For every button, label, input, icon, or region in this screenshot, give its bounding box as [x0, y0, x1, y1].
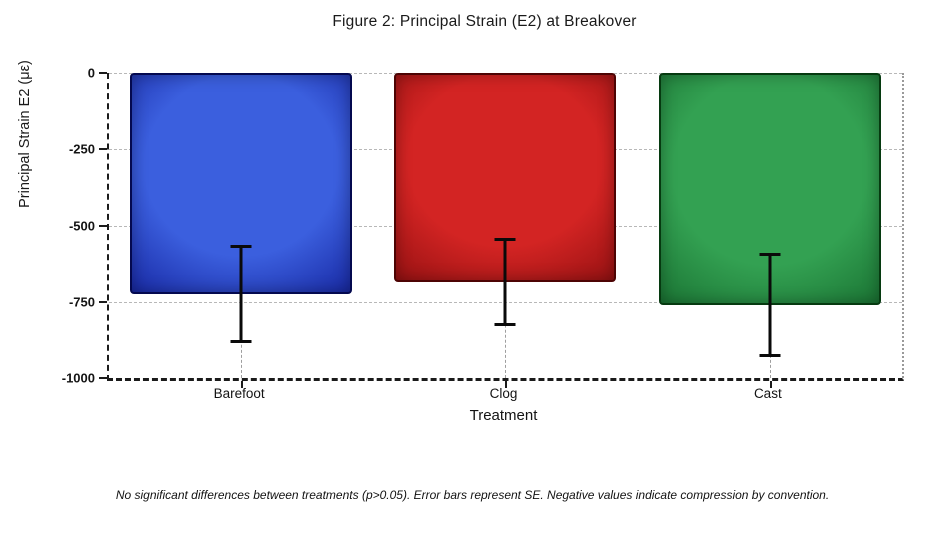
error-bar-bottom-cap [230, 339, 252, 343]
slot-cast [638, 73, 902, 388]
chart-title: Figure 2: Principal Strain (E2) at Break… [332, 13, 637, 30]
x-tick-label-clog: Clog [489, 386, 518, 401]
x-tickmark-cast [769, 381, 772, 388]
error-bar-bottom-cap [494, 323, 516, 327]
x-tickmark-clog [505, 381, 508, 388]
y-tick-label-minus-500: -500 [68, 218, 95, 233]
plot-area: 0 -250 -500 -750 -1000 [62, 66, 904, 388]
slot-clog [373, 73, 637, 388]
footnote: No significant differences between treat… [115, 488, 830, 502]
bar-slots [109, 73, 902, 388]
error-bar-cast [759, 252, 781, 357]
y-tickmark-minus-500 [99, 224, 107, 227]
x-tick-label-cast: Cast [753, 386, 782, 401]
x-axis-title: Treatment [469, 407, 538, 424]
error-bar-stem [503, 237, 507, 327]
x-tickmark-barefoot [241, 381, 244, 388]
y-tickmark-minus-250 [99, 148, 107, 151]
x-tick-label-barefoot: Barefoot [213, 386, 265, 401]
y-tick-label-minus-1000: -1000 [61, 370, 95, 386]
error-bar-stem [768, 252, 772, 357]
y-axis-title: Principal Strain E2 (με) [17, 60, 33, 208]
error-bar-top-cap [494, 237, 516, 241]
error-bar-stem [239, 245, 243, 343]
slot-barefoot [109, 73, 373, 388]
y-tickmark-0 [99, 72, 107, 74]
x-tick-labels: Barefoot Clog Cast [107, 386, 900, 401]
y-tick-label-minus-250: -250 [68, 141, 95, 157]
error-bar-bottom-cap [759, 353, 781, 357]
y-tick-label-minus-750: -750 [68, 294, 95, 310]
error-bar-clog [494, 237, 516, 327]
y-tick-label-0: 0 [87, 65, 95, 81]
error-bar-top-cap [230, 245, 252, 249]
error-bar-barefoot [230, 245, 252, 343]
error-bar-top-cap [759, 252, 781, 256]
y-tickmark-minus-750 [99, 300, 107, 303]
y-tickmark-minus-1000 [99, 377, 107, 379]
